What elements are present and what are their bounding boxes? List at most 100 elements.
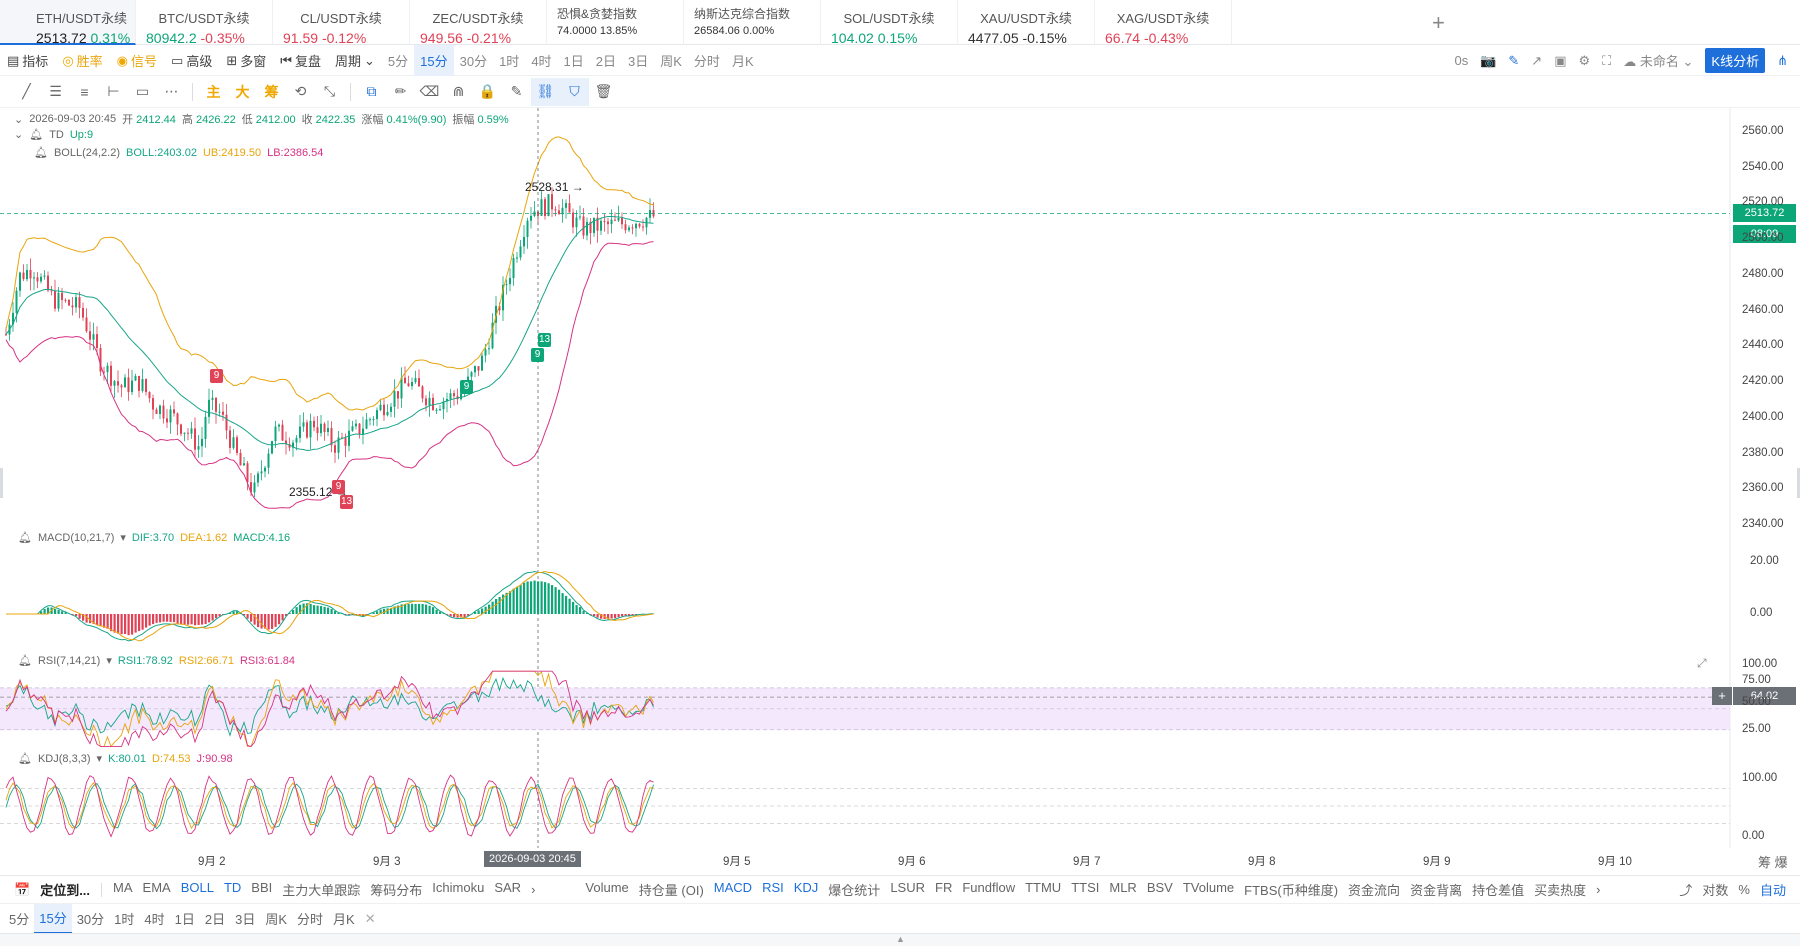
advanced-button[interactable]: ▭ 高级	[164, 45, 219, 76]
indicator-tab[interactable]: KDJ	[793, 880, 819, 895]
period-tab-6[interactable]: 2日	[595, 53, 617, 69]
trend-line-icon[interactable]: ╱	[22, 83, 31, 99]
magnet-icon[interactable]: ⋒	[452, 83, 465, 99]
log-toggle[interactable]: 对数	[1702, 883, 1729, 898]
indicator--tab[interactable]: 筹码分布	[370, 883, 423, 898]
indicator-tab[interactable]: RSI	[762, 880, 784, 895]
chevron-down-icon[interactable]: ▾	[96, 753, 103, 765]
ticker-zec[interactable]: ZEC/USDT永续 949.56 -0.21%	[410, 0, 547, 46]
locate-button[interactable]: 定位到...	[40, 883, 91, 898]
indicator-tab[interactable]: MACD	[713, 880, 753, 895]
kline-analysis-button[interactable]: K线分析	[1705, 48, 1766, 73]
ticker-eth[interactable]: ETH/USDT永续 2513.72 0.31%	[0, 0, 136, 46]
indicator-button[interactable]: ▤ 指标	[0, 45, 55, 76]
indicator-tab[interactable]: FTBS(币种维度)	[1244, 883, 1339, 898]
indicator-sar-tab[interactable]: SAR	[494, 880, 522, 895]
bell-icon[interactable]: 🔔︎	[18, 655, 32, 667]
main-chart-tool[interactable]: 主	[206, 83, 221, 100]
indicator-tab[interactable]: LSUR	[890, 880, 925, 895]
indicator-tab[interactable]: 资金背离	[1410, 883, 1463, 898]
chevron-down-icon[interactable]: ▾	[120, 532, 126, 544]
bell-icon[interactable]: 🔔︎	[18, 532, 32, 544]
bell-icon[interactable]: 🔔︎	[18, 753, 32, 765]
indicator-tab[interactable]: BSV	[1146, 880, 1173, 895]
signal-button[interactable]: ◉ 信号	[110, 45, 164, 76]
lock-icon[interactable]: 🔒	[478, 83, 497, 99]
ticker-btc[interactable]: BTC/USDT永续 80942.2 -0.35%	[136, 0, 273, 46]
period-tab-4[interactable]: 4时	[144, 912, 165, 927]
indicator-td-tab[interactable]: TD	[223, 880, 242, 895]
brush-icon[interactable]: ✏	[394, 83, 407, 99]
period-tab-4[interactable]: 4时	[531, 53, 552, 69]
chart-canvas[interactable]	[0, 108, 1800, 875]
period-tab-3[interactable]: 1时	[114, 912, 135, 927]
horizontal-ray-icon[interactable]: ⊢	[107, 83, 120, 99]
collapse-icon[interactable]: ⌄	[14, 129, 24, 141]
ticker-cl[interactable]: CL/USDT永续 91.59 -0.12%	[273, 0, 410, 46]
layout-dropdown[interactable]: ☁ 未命名 ⌄	[1623, 54, 1694, 69]
replay-button[interactable]: ⏮ 复盘	[273, 45, 328, 76]
period-tab-8[interactable]: 周K	[660, 53, 682, 69]
share-network-icon[interactable]: ⋔	[1777, 53, 1788, 68]
indicator-tab[interactable]: Fundflow	[962, 880, 1016, 895]
fullscreen-icon[interactable]: ⛶	[1602, 53, 1612, 68]
locate-icon[interactable]: 📅	[14, 881, 31, 897]
measure-icon[interactable]: ⤡	[323, 83, 336, 99]
camera-icon[interactable]: 📷	[1480, 53, 1497, 68]
ticker-nasdaq[interactable]: 纳斯达克综合指数 26584.06 0.00%	[684, 0, 821, 45]
auto-toggle[interactable]: 自动	[1759, 883, 1786, 898]
indicator-tab[interactable]: TTMU	[1025, 880, 1062, 895]
indicator-boll-tab[interactable]: BOLL	[180, 880, 214, 895]
period-tab-1[interactable]: 15分	[34, 903, 72, 934]
period-tab-7[interactable]: 3日	[628, 53, 649, 69]
indicator-tab[interactable]: 持仓量 (OI)	[638, 883, 704, 898]
add-tab-button[interactable]: +	[1432, 10, 1445, 35]
indicator-bbi-tab[interactable]: BBI	[251, 880, 273, 895]
indicator-ema-tab[interactable]: EMA	[142, 880, 171, 895]
ticker-xag[interactable]: XAG/USDT永续 66.74 -0.43%	[1095, 0, 1232, 46]
period-tab-3[interactable]: 1时	[499, 53, 520, 69]
copy-icon[interactable]: ⧉	[366, 83, 377, 99]
collapse-panel-icon[interactable]: ⤴	[1679, 883, 1693, 898]
bell-icon[interactable]: 🔔︎	[34, 147, 48, 159]
period-tab-10[interactable]: 月K	[731, 53, 754, 69]
period-tab-1[interactable]: 15分	[414, 44, 454, 76]
horizontal-lines-icon[interactable]: ≡	[80, 83, 89, 100]
ticker-fear-greed[interactable]: 恐惧&贪婪指数 74.0000 13.85%	[547, 0, 684, 45]
chevron-right-icon[interactable]: ›	[1596, 882, 1601, 897]
indicator-ma-tab[interactable]: MA	[113, 880, 133, 895]
indicator-ichimoku-tab[interactable]: Ichimoku	[432, 880, 485, 895]
filter-icon[interactable]: ⛉	[560, 77, 589, 106]
period-tab-8[interactable]: 周K	[265, 912, 288, 927]
period-tab-7[interactable]: 3日	[235, 912, 256, 927]
chevron-right-icon[interactable]: ›	[531, 882, 536, 897]
period-tab-0[interactable]: 5分	[9, 912, 30, 927]
indicator-tab[interactable]: 买卖热度	[1534, 883, 1587, 898]
save-icon[interactable]: ▣	[1554, 53, 1567, 68]
bell-icon[interactable]: 🔔︎	[29, 129, 44, 141]
link-icon[interactable]: ⛓	[531, 77, 560, 106]
period-tab-9[interactable]: 分时	[297, 912, 324, 927]
pen-icon[interactable]: ✎	[1508, 53, 1520, 68]
indicator-tab[interactable]: 持仓差值	[1472, 883, 1525, 898]
settings-icon[interactable]: ⚙	[1578, 53, 1591, 68]
period-tab-6[interactable]: 2日	[204, 912, 226, 927]
trash-icon[interactable]: 🗑	[594, 83, 613, 99]
indicator-tab[interactable]: 爆仓统计	[828, 883, 881, 898]
multi-window-button[interactable]: ⊞ 多窗	[219, 45, 273, 76]
period-tab-9[interactable]: 分时	[693, 53, 720, 69]
add-alert-button[interactable]: +	[1712, 687, 1732, 705]
ticker-sol[interactable]: SOL/USDT永续 104.02 0.15%	[821, 0, 958, 46]
bottom-collapse-strip[interactable]: ▲	[0, 933, 1800, 946]
big-order-tool[interactable]: 大	[235, 83, 250, 100]
rectangle-icon[interactable]: ▭	[135, 83, 150, 99]
winrate-button[interactable]: ◎ 胜率	[55, 45, 109, 76]
percent-toggle[interactable]: %	[1738, 882, 1750, 897]
period-tab-5[interactable]: 1日	[563, 53, 584, 69]
period-tab-5[interactable]: 1日	[174, 912, 195, 927]
ticker-xau[interactable]: XAU/USDT永续 4477.05 -0.15%	[958, 0, 1095, 46]
indicator-tab[interactable]: FR	[935, 880, 953, 895]
parallel-channel-icon[interactable]: ☰	[49, 83, 62, 99]
close-icon[interactable]: ✕	[364, 910, 376, 926]
edit-list-icon[interactable]: ✎	[510, 83, 523, 99]
